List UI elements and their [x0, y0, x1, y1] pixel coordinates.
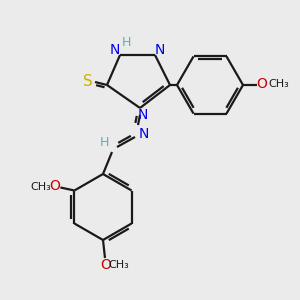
Text: N: N	[155, 43, 165, 57]
Text: H: H	[121, 35, 131, 49]
Text: CH₃: CH₃	[109, 260, 129, 270]
Text: N: N	[139, 127, 149, 141]
Text: O: O	[49, 179, 60, 194]
Text: O: O	[100, 258, 111, 272]
Text: N: N	[110, 43, 120, 57]
Text: H: H	[99, 136, 109, 148]
Text: CH₃: CH₃	[30, 182, 51, 191]
Text: O: O	[256, 77, 267, 91]
Text: S: S	[83, 74, 93, 89]
Text: N: N	[138, 108, 148, 122]
Text: CH₃: CH₃	[268, 79, 290, 89]
